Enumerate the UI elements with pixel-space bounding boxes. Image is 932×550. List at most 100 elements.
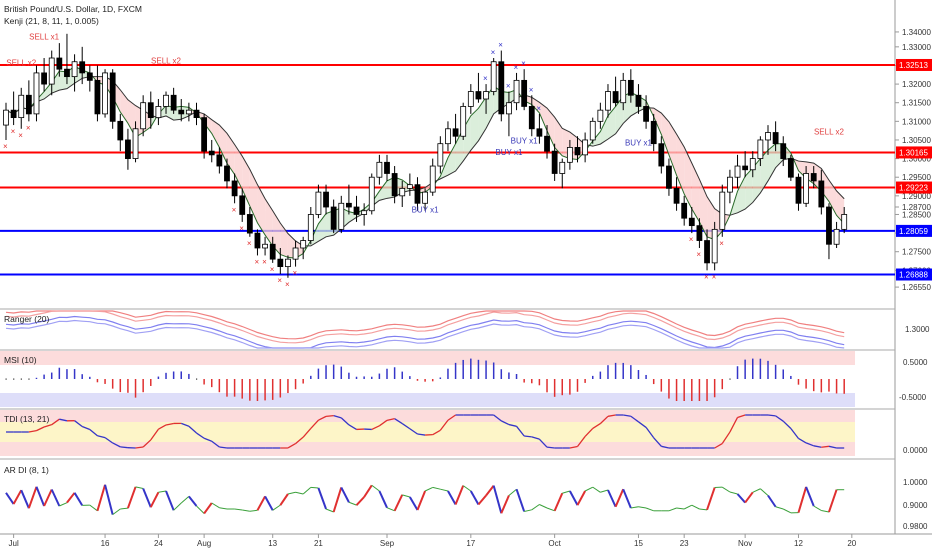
level-tag-label: 1.30165 [899,148,928,157]
kenji-cloud-segment [684,146,692,209]
ardi-segment [752,488,761,493]
candle-body [833,228,840,245]
tdi-segment [592,423,601,430]
tdi-segment [104,437,114,444]
ardi-segment [371,484,380,492]
ardi-segment [264,495,274,511]
candle-body [826,206,832,245]
level-tag-label: 1.32513 [899,61,928,70]
signal-label-buy: BUY x1 [495,148,523,157]
ardi-segment [736,493,746,504]
candle-body [277,258,284,268]
ardi-segment [524,509,532,512]
tdi-segment [43,424,52,428]
candle-body [475,91,482,100]
kenji-cloud-segment [554,117,563,156]
candle-body [841,214,848,230]
ardi-panel: AR DI (8, 1) 1.0000 0.9000 0.9800 [0,458,928,531]
candle-body [734,165,741,178]
candle-body [460,106,467,137]
ardi-segment [477,494,487,506]
time-tick-label: 21 [314,539,323,548]
candle-body [422,191,429,204]
tdi-lower-zone [0,442,855,456]
ardi-segment [638,506,647,509]
tdi-segment [607,414,616,417]
ardi-segment [614,488,625,508]
ardi-segment [584,486,593,492]
ardi-segment [96,484,107,512]
candle-body [612,91,619,104]
tdi-line [6,414,845,449]
candle-body [574,147,581,156]
signal-label-buy: BUY x1 [412,206,440,215]
candle-body [566,147,573,163]
time-tick-label: Nov [738,539,752,548]
ardi-segment [66,492,76,504]
kenji-cloud-segment [127,99,136,138]
ardi-tick-1: 1.0000 [903,478,928,487]
ardi-segment [722,486,731,493]
candle-body [18,94,25,119]
candle-body [544,135,550,152]
candle-body [711,228,718,264]
ardi-segment [676,507,685,510]
signal-x-marker: × [514,63,519,72]
kenji-cloud-segment [257,184,266,235]
price-tick-label: 1.29500 [902,173,931,182]
ardi-segment [126,486,137,509]
ardi-segment [279,493,289,506]
msi-dot [20,378,22,380]
signal-x-marker: × [506,82,511,91]
candle-body [803,173,809,204]
candle-body [605,91,611,111]
ardi-segment [142,488,152,508]
kenji-cloud-segment [478,97,487,141]
candle-body [795,176,802,204]
candle-body [10,109,17,119]
signal-label-buy: BUY x1 [511,137,539,146]
candle-body [384,161,390,174]
kenji-cloud-segment [219,125,227,164]
ardi-segment [447,490,457,505]
candle-body [315,191,322,215]
ardi-segment [630,506,639,509]
signal-x-marker: × [277,276,282,285]
signal-x-marker: × [689,235,694,244]
signal-x-marker: × [18,131,23,140]
study-label: Kenji (21, 8, 11, 1, 0.005) [4,16,99,26]
ardi-label: AR DI (8, 1) [4,465,49,475]
tdi-segment [371,425,380,431]
candle-body [521,79,528,107]
candle-body [125,139,131,159]
tdi-segment [645,427,655,439]
signal-x-marker: × [239,224,244,233]
candle-body [41,72,47,85]
ranger-tick: 1.3000 [905,325,930,334]
ardi-segment [363,484,373,498]
tdi-segment [188,425,197,434]
candle-body [254,232,261,249]
kenji-cloud-segment [768,143,776,181]
kenji-cloud-segment [600,115,608,145]
ardi-segment [562,490,571,494]
level-tag-label: 1.26888 [899,271,928,280]
kenji-cloud-segment [211,119,220,148]
ardi-segment [256,495,266,511]
kenji-cloud-segment [661,113,669,155]
signal-x-marker: × [11,127,16,136]
ardi-segment [295,491,304,495]
tdi-segment [623,414,631,417]
signal-x-marker: × [704,272,709,281]
tdi-segment [120,446,128,449]
tdi-segment [524,435,532,438]
ardi-segment [568,490,579,506]
tdi-segment [546,446,555,449]
kenji-cloud-segment [181,106,189,120]
ranger-band-line [5,310,845,340]
candle-body [589,120,596,141]
tdi-segment [409,428,418,435]
ranger-band-line [5,319,845,349]
candle-body [780,143,787,159]
candle-body [163,94,169,107]
